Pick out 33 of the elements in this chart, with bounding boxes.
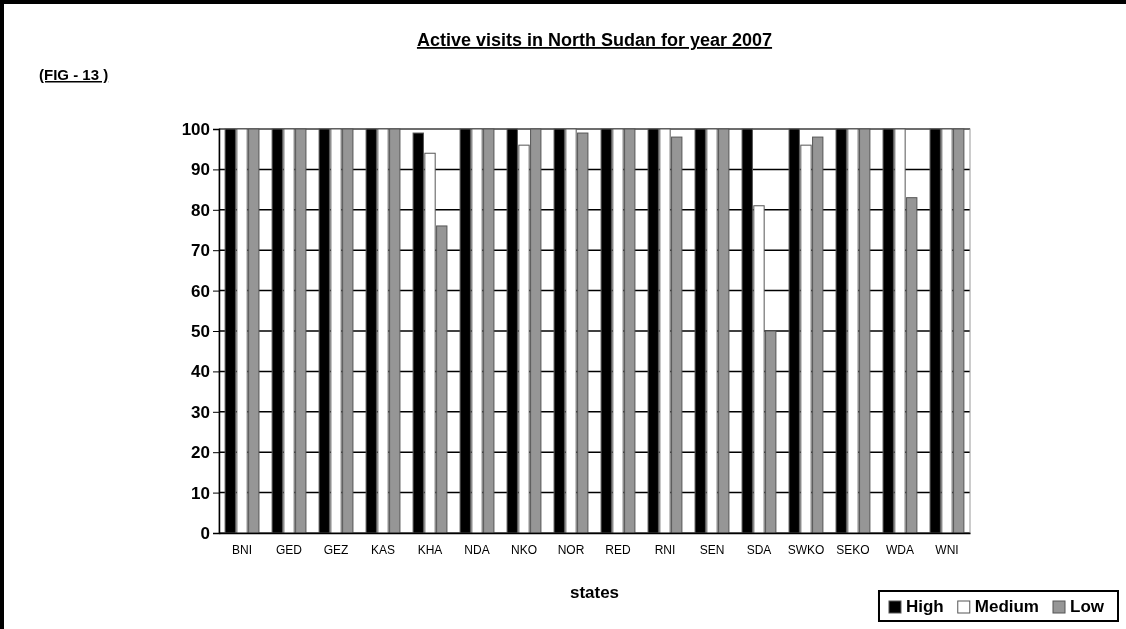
legend-label: Medium [974, 597, 1039, 616]
y-tick-label: 30 [191, 402, 210, 422]
x-tick-label: SEN [699, 542, 725, 557]
y-tick-label: 0 [200, 523, 210, 543]
x-axis-title: states [569, 583, 620, 602]
y-tick-label: 70 [191, 241, 210, 261]
x-tick-label: GEZ [323, 542, 349, 557]
y-tick-label: 10 [191, 483, 210, 503]
x-tick-label: NDA [464, 542, 490, 557]
chart-title: Active visits in North Sudan for year 2007 [416, 30, 773, 50]
y-tick-label: 20 [191, 443, 210, 463]
x-tick-label: SWKO [787, 542, 825, 557]
y-tick-label: 100 [181, 119, 210, 139]
x-tick-label: GED [276, 542, 303, 557]
legend-label: High [905, 597, 944, 616]
x-tick-label: SDA [746, 542, 772, 557]
x-tick-label: KAS [371, 542, 396, 557]
x-tick-label: RED [605, 542, 631, 557]
x-tick-label: NOR [557, 542, 585, 557]
y-tick-label: 60 [191, 281, 210, 301]
y-tick-label: 80 [191, 200, 210, 220]
x-tick-label: RNI [654, 542, 676, 557]
y-tick-label: 50 [191, 321, 210, 341]
y-tick-label: 40 [191, 362, 210, 382]
legend-label: Low [1070, 597, 1105, 616]
x-tick-label: WNI [935, 542, 959, 557]
text: (FIG - 13 ) [39, 66, 109, 83]
y-tick-label: 90 [191, 160, 210, 180]
x-tick-label: NKO [511, 542, 538, 557]
x-tick-label: KHA [417, 542, 443, 557]
x-tick-label: WDA [885, 542, 914, 557]
x-tick-label: BNI [232, 542, 253, 557]
x-tick-label: SEKO [836, 542, 870, 557]
